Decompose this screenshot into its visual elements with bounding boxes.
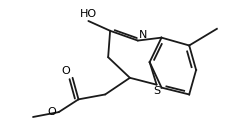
- Text: S: S: [153, 86, 160, 96]
- Text: N: N: [139, 30, 147, 40]
- Text: O: O: [61, 66, 70, 76]
- Text: O: O: [47, 107, 56, 117]
- Text: HO: HO: [80, 9, 97, 19]
